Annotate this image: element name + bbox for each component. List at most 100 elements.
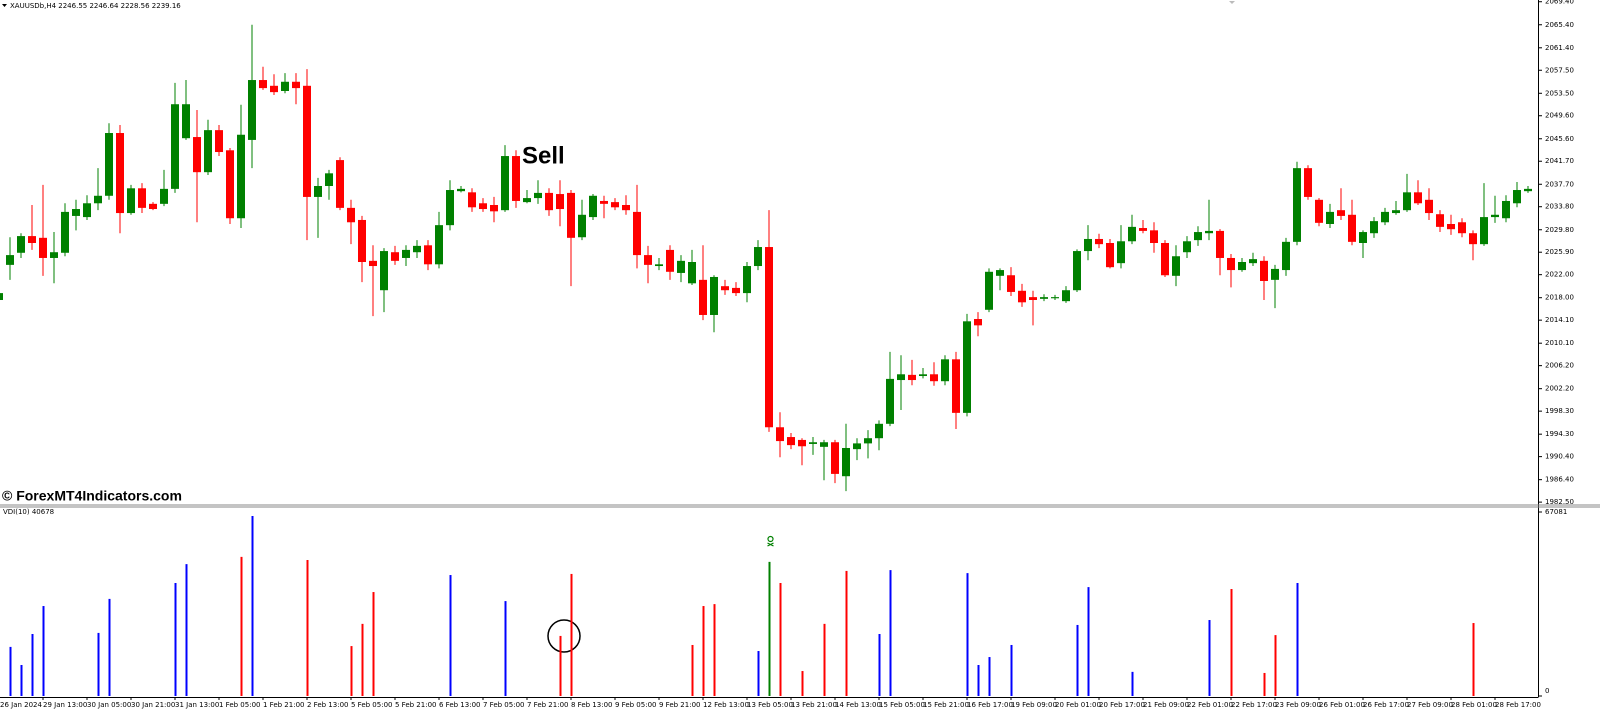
- candle-body: [1084, 238, 1092, 252]
- candle-body: [1227, 257, 1235, 271]
- x-tick-label: 30 Jan 21:00: [131, 701, 175, 709]
- x-tick-label: 21 Feb 09:00: [1143, 701, 1189, 709]
- x-tick-label: 1 Feb 21:00: [263, 701, 304, 709]
- candle-body: [1051, 297, 1059, 299]
- candle-body: [1403, 192, 1411, 211]
- candle-body: [1018, 290, 1026, 303]
- menu-arrow[interactable]: [2, 4, 7, 7]
- sell-annotation: Sell: [522, 142, 565, 169]
- candle-body: [919, 374, 927, 377]
- candle-body: [116, 133, 124, 214]
- candle-body: [281, 81, 289, 91]
- candle-body: [1293, 168, 1301, 242]
- candle-body: [193, 137, 201, 173]
- candle-body: [765, 247, 773, 428]
- candle-body: [226, 150, 234, 219]
- candle-body: [611, 202, 619, 208]
- candle-body: [699, 279, 707, 315]
- candle-body: [1447, 223, 1455, 230]
- y-tick-label: 2049.60: [1545, 112, 1574, 120]
- candle-body: [1073, 251, 1081, 291]
- candle-body: [578, 214, 586, 238]
- candle-body: [1139, 228, 1147, 231]
- candle-body: [314, 185, 322, 197]
- x-tick-label: 15 Feb 05:00: [879, 701, 925, 709]
- candle-body: [677, 260, 685, 273]
- candle-body: [534, 192, 542, 199]
- candle-body: [336, 160, 344, 208]
- candle-body: [94, 195, 102, 204]
- candle-body: [1172, 256, 1180, 276]
- candle-body: [776, 427, 784, 442]
- candle-body: [270, 85, 278, 93]
- candle-body: [1205, 230, 1213, 234]
- candle-body: [996, 270, 1004, 276]
- x-tick-label: 5 Feb 05:00: [351, 701, 392, 709]
- x-tick-label: 9 Feb 21:00: [659, 701, 700, 709]
- candle-body: [457, 188, 465, 192]
- candle-body: [875, 423, 883, 439]
- candle-body: [1304, 168, 1312, 197]
- x-tick-label: 8 Feb 13:00: [571, 701, 612, 709]
- x-tick-label: 7 Feb 05:00: [483, 701, 524, 709]
- y-tick-label: 2025.90: [1545, 248, 1574, 256]
- indicator-title: VDI(10) 40678: [3, 508, 54, 516]
- candle-body: [39, 237, 47, 258]
- candle-body: [160, 188, 168, 204]
- candle-body: [1315, 199, 1323, 223]
- candle-body: [215, 130, 223, 153]
- candle-body: [721, 286, 729, 291]
- candle-body: [908, 374, 916, 381]
- candle-body: [1326, 211, 1334, 224]
- y-tick-label: 1986.40: [1545, 476, 1574, 484]
- y-tick-label: 2045.60: [1545, 135, 1574, 143]
- candle-body: [1425, 199, 1433, 214]
- candle-body: [292, 81, 300, 89]
- candle-body: [1282, 241, 1290, 271]
- x-tick-label: 5 Feb 21:00: [395, 701, 436, 709]
- x-tick-label: 13 Feb 21:00: [791, 701, 837, 709]
- y-tick-label: 2053.50: [1545, 89, 1574, 97]
- candle-body: [149, 203, 157, 210]
- candle-body: [1458, 222, 1466, 234]
- x-tick-label: 1 Feb 05:00: [219, 701, 260, 709]
- candle-body: [897, 374, 905, 381]
- candle-body: [6, 255, 14, 265]
- candle-body: [1480, 217, 1488, 245]
- candle-body: [1513, 190, 1521, 204]
- candle-body: [820, 442, 828, 447]
- candle-body: [732, 287, 740, 294]
- candle-body: [754, 247, 762, 267]
- candle-body: [633, 211, 641, 256]
- candle-body: [479, 203, 487, 210]
- candle-body: [1106, 242, 1114, 268]
- candle-body: [787, 437, 795, 446]
- candle-body: [127, 188, 135, 214]
- candle-body: [1436, 214, 1444, 227]
- candle-body: [83, 203, 91, 218]
- candle-body: [1040, 297, 1048, 299]
- y-tick-label: 67081: [1545, 508, 1567, 516]
- candle-body: [1260, 260, 1268, 282]
- candle-body: [490, 204, 498, 212]
- candle-body: [413, 245, 421, 253]
- x-tick-label: 13 Feb 05:00: [747, 701, 793, 709]
- candle-body: [1117, 241, 1125, 264]
- candle-body: [138, 188, 146, 208]
- candle-body: [171, 104, 179, 189]
- highlight-circle: [547, 619, 581, 653]
- candle-body: [842, 447, 850, 477]
- x-tick-label: 22 Feb 17:00: [1231, 701, 1277, 709]
- watermark: © ForexMT4Indicators.com: [2, 488, 182, 504]
- candle-body: [886, 378, 894, 424]
- candle-body: [446, 190, 454, 226]
- candle-body: [1502, 200, 1510, 219]
- y-tick-label: 1998.30: [1545, 407, 1574, 415]
- shift-marker: [1229, 1, 1235, 4]
- candle-body: [248, 80, 256, 140]
- x-tick-label: 2 Feb 13:00: [307, 701, 348, 709]
- candle-body: [237, 134, 245, 219]
- y-tick-label: 2065.40: [1545, 21, 1574, 29]
- candle-body: [325, 173, 333, 186]
